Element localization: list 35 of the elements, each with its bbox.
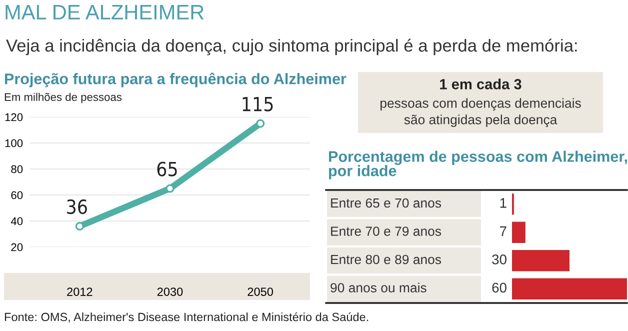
bar <box>512 278 627 300</box>
text: 1 em cada 3 <box>440 78 522 90</box>
y-tick-label: 40 <box>10 217 23 226</box>
data-label: 115 <box>242 96 273 112</box>
y-tick-label: 90 anos ou mais <box>330 282 426 292</box>
data-label: 60 <box>492 282 506 293</box>
x-tick-label: 2050 <box>248 288 273 296</box>
point <box>75 222 84 231</box>
text: pessoas com doenças demenciais <box>380 98 581 111</box>
data-label: 7 <box>500 226 506 236</box>
y-tick-label: 60 <box>11 191 23 200</box>
bar <box>512 222 526 243</box>
y-tick-label: Entre 65 e 70 anos <box>331 198 442 208</box>
x-tick-label: 2030 <box>157 288 183 296</box>
x-tick-label: 2012 <box>67 288 92 296</box>
point <box>256 119 265 128</box>
chart-title: Porcentagem de pessoas com Alzheimer, por idade <box>329 150 627 180</box>
data-label: 36 <box>67 199 87 214</box>
y-tick-label: Entre 80 e 89 anos <box>331 254 442 264</box>
data-label: 65 <box>157 162 177 176</box>
text: são atingidas pela doença <box>404 114 558 127</box>
data-label: 1 <box>500 198 506 208</box>
point <box>166 184 174 193</box>
text: Veja a incidência da doença, cujo sintoma principal é a perda de memória: <box>6 38 577 56</box>
source-note: Fonte: OMS, Alzheimer's Disease International e Ministério da Saúde. <box>4 312 368 323</box>
y-tick-label: 80 <box>11 165 23 174</box>
data-label: 30 <box>492 254 506 264</box>
y-axis-title: Em milhões de pessoas <box>4 92 122 104</box>
bar <box>512 250 570 272</box>
y-tick-label: 120 <box>5 113 23 122</box>
chart-title: Projeção futura para a frequência do Alzheimer <box>5 72 346 88</box>
y-tick-label: 20 <box>11 243 23 252</box>
y-tick-label: Entre 70 e 79 anos <box>331 226 442 236</box>
text: MAL DE ALZHEIMER <box>6 5 204 20</box>
y-tick-label: 100 <box>5 139 23 148</box>
